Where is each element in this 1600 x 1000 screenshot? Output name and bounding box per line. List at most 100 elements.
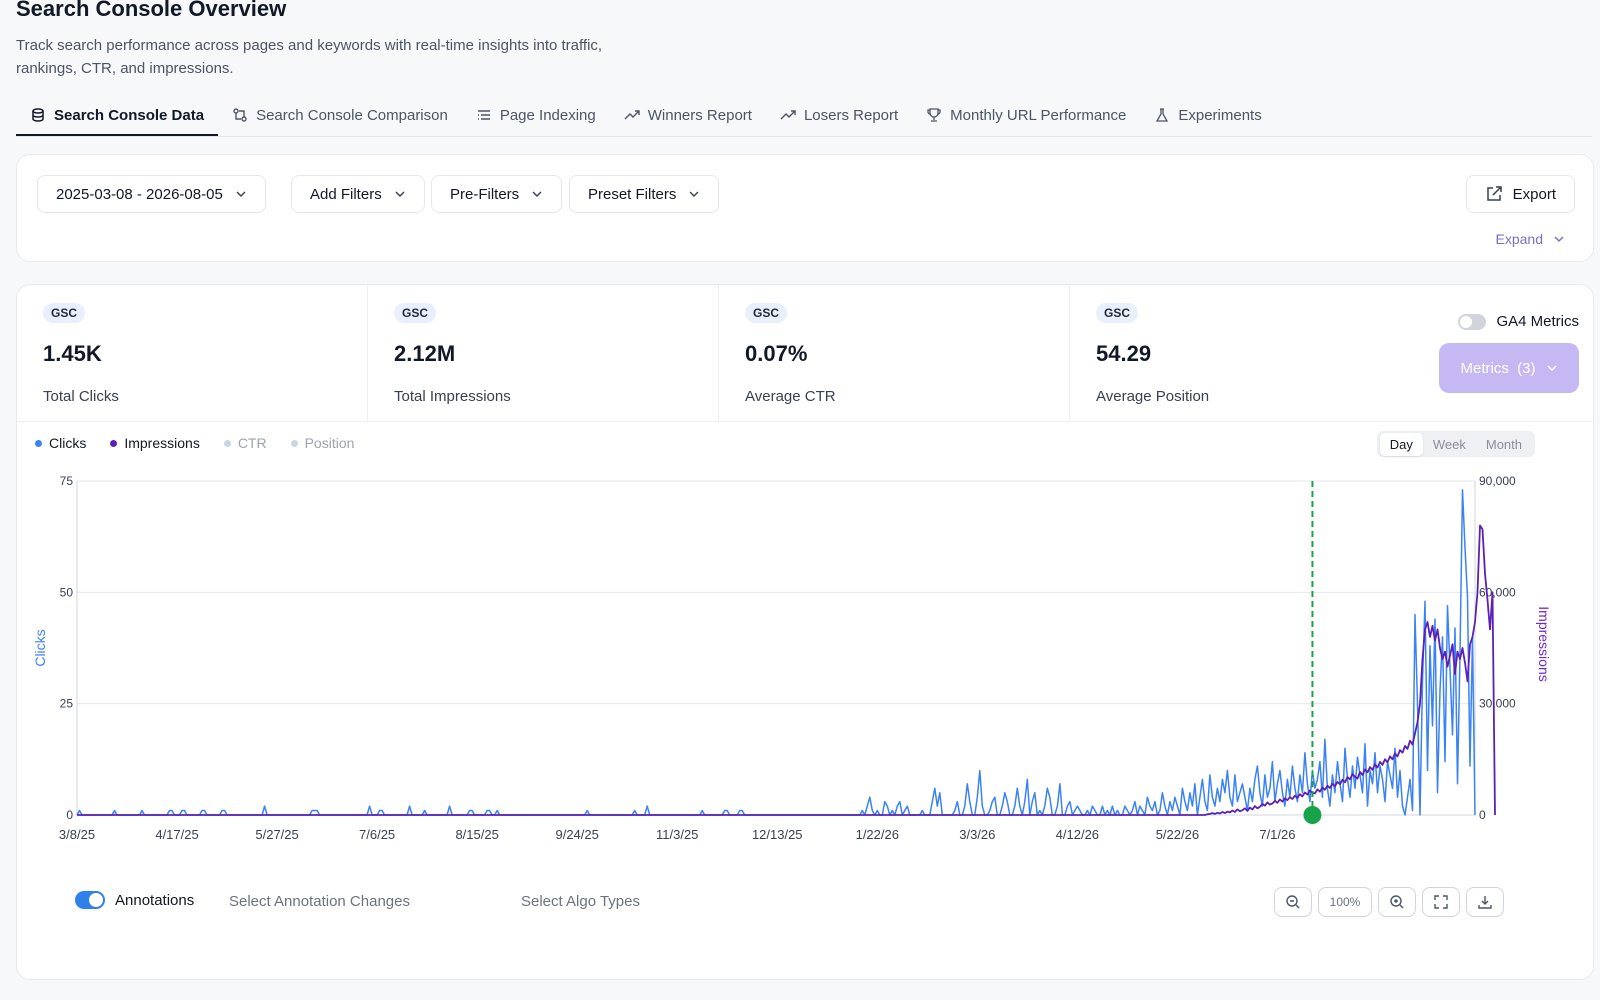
annotation-changes-select[interactable]: Select Annotation Changes — [229, 893, 410, 910]
metric-value: 54.29 — [1096, 341, 1152, 366]
export-button[interactable]: Export — [1465, 175, 1575, 213]
tab-label: Monthly URL Performance — [950, 106, 1127, 124]
legend-item-ctr[interactable]: CTR — [223, 435, 267, 451]
legend-label: Clicks — [49, 435, 87, 451]
chevron-down-icon — [689, 191, 699, 197]
trending-up-icon — [624, 110, 640, 120]
legend-label: Position — [304, 435, 355, 451]
tab-label: Search Console Comparison — [256, 106, 448, 124]
x-tick-label: 3/8/25 — [59, 827, 95, 842]
x-tick-label: 8/15/25 — [455, 827, 498, 842]
metric-total-impressions: GSC 2.12M Total Impressions — [368, 285, 719, 421]
tab-experiments[interactable]: Experiments — [1140, 96, 1275, 134]
x-tick-label: 3/3/26 — [959, 827, 995, 842]
zoom-in-icon — [1390, 895, 1404, 909]
metric-average-position: GSC 54.29 Average Position — [1070, 285, 1420, 421]
page-title: Search Console Overview — [16, 0, 287, 21]
tab-label: Losers Report — [803, 106, 899, 124]
source-badge: GSC — [394, 303, 437, 323]
y-left-tick-label: 75 — [60, 474, 74, 488]
zoom-level[interactable]: 100% — [1318, 887, 1372, 917]
fullscreen-icon — [1434, 895, 1448, 909]
metrics-dropdown-button[interactable]: Metrics (3) — [1439, 343, 1579, 393]
tab-search-console-data[interactable]: Search Console Data — [16, 96, 219, 136]
y-right-tick-label: 90,000 — [1479, 474, 1516, 488]
ga4-metrics-toggle[interactable]: GA4 Metrics — [1458, 313, 1579, 330]
metric-label: Total Impressions — [394, 388, 511, 405]
fullscreen-button[interactable] — [1422, 887, 1460, 917]
granularity-day[interactable]: Day — [1379, 432, 1423, 456]
download-icon — [1478, 896, 1492, 909]
source-badge: GSC — [1096, 303, 1139, 323]
pre-filters-label: Pre-Filters — [450, 185, 520, 203]
x-tick-label: 12/13/25 — [752, 827, 803, 842]
tab-label: Experiments — [1178, 106, 1262, 124]
y-left-tick-label: 25 — [60, 697, 74, 711]
x-tick-label: 4/12/26 — [1056, 827, 1099, 842]
granularity-week[interactable]: Week — [1432, 436, 1466, 452]
legend-dot — [35, 439, 42, 447]
date-range-value: 2025-03-08 - 2026-08-05 — [56, 185, 223, 203]
zoom-in-button[interactable] — [1378, 887, 1416, 917]
toggle-switch[interactable] — [75, 891, 105, 909]
metrics-button-label: Metrics (3) — [1460, 359, 1536, 377]
y-left-axis-title: Clicks — [32, 629, 48, 666]
add-filters-button[interactable]: Add Filters — [291, 175, 425, 213]
source-badge: GSC — [745, 303, 788, 323]
tab-label: Page Indexing — [499, 106, 596, 124]
preset-filters-label: Preset Filters — [588, 185, 677, 203]
metric-total-clicks: GSC 1.45K Total Clicks — [17, 285, 368, 421]
tab-monthly-url-performance[interactable]: Monthly URL Performance — [912, 96, 1140, 134]
metric-label: Total Clicks — [43, 388, 119, 405]
x-tick-label: 7/1/26 — [1259, 827, 1295, 842]
y-left-tick-label: 0 — [66, 808, 73, 822]
y-right-tick-label: 0 — [1479, 808, 1486, 822]
source-badge: GSC — [43, 303, 86, 323]
database-icon — [32, 108, 44, 122]
zoom-out-icon — [1286, 895, 1300, 909]
tab-bar: Search Console Data Search Console Compa… — [16, 96, 1592, 137]
download-button[interactable] — [1466, 887, 1504, 917]
preset-filters-button[interactable]: Preset Filters — [569, 175, 720, 213]
tab-winners-report[interactable]: Winners Report — [610, 96, 766, 134]
flask-icon — [1156, 108, 1169, 122]
series-line-clicks — [76, 489, 1476, 816]
trophy-icon — [927, 108, 941, 122]
tab-search-console-comparison[interactable]: Search Console Comparison — [218, 96, 462, 134]
tab-losers-report[interactable]: Losers Report — [766, 96, 912, 134]
metric-label: Average CTR — [745, 388, 836, 405]
series-line-impressions — [77, 524, 1496, 816]
legend-item-impressions[interactable]: Impressions — [110, 435, 200, 451]
page-subtitle: Track search performance across pages an… — [16, 37, 603, 77]
granularity-month[interactable]: Month — [1485, 436, 1522, 452]
x-tick-label: 9/24/25 — [555, 827, 598, 842]
algo-types-select[interactable]: Select Algo Types — [521, 893, 640, 910]
y-right-tick-label: 60,000 — [1479, 585, 1516, 599]
y-right-tick-label: 30,000 — [1479, 697, 1516, 711]
metric-average-ctr: GSC 0.07% Average CTR — [719, 285, 1070, 421]
chevron-down-icon — [236, 191, 246, 197]
tab-label: Search Console Data — [54, 106, 205, 124]
legend-item-position[interactable]: Position — [290, 435, 355, 451]
annotations-toggle[interactable]: Annotations — [75, 891, 194, 909]
filter-card: 2025-03-08 - 2026-08-05 Add Filters Pre-… — [16, 154, 1594, 262]
x-tick-label: 5/27/25 — [255, 827, 298, 842]
chevron-down-icon — [1554, 236, 1564, 243]
metric-value: 0.07% — [745, 341, 808, 366]
performance-chart: 0 0 25 30,000 50 60,000 75 90,000 Clicks Impressi… — [32, 474, 1552, 842]
zoom-out-button[interactable] — [1274, 887, 1312, 917]
legend-dot — [110, 439, 118, 447]
toggle-switch[interactable] — [1458, 313, 1487, 330]
external-link-icon — [1486, 186, 1502, 201]
date-range-picker[interactable]: 2025-03-08 - 2026-08-05 — [37, 175, 266, 213]
granularity-toggle: Day Week Month — [1376, 431, 1535, 457]
legend-item-clicks[interactable]: Clicks — [35, 435, 86, 451]
pre-filters-button[interactable]: Pre-Filters — [431, 175, 563, 213]
export-label: Export — [1512, 185, 1556, 203]
legend-dot — [223, 439, 231, 447]
list-icon — [477, 110, 490, 120]
metric-label: Average Position — [1096, 388, 1210, 405]
tab-page-indexing[interactable]: Page Indexing — [462, 96, 610, 134]
expand-button[interactable]: Expand — [1496, 231, 1565, 247]
legend-dot — [290, 439, 298, 447]
